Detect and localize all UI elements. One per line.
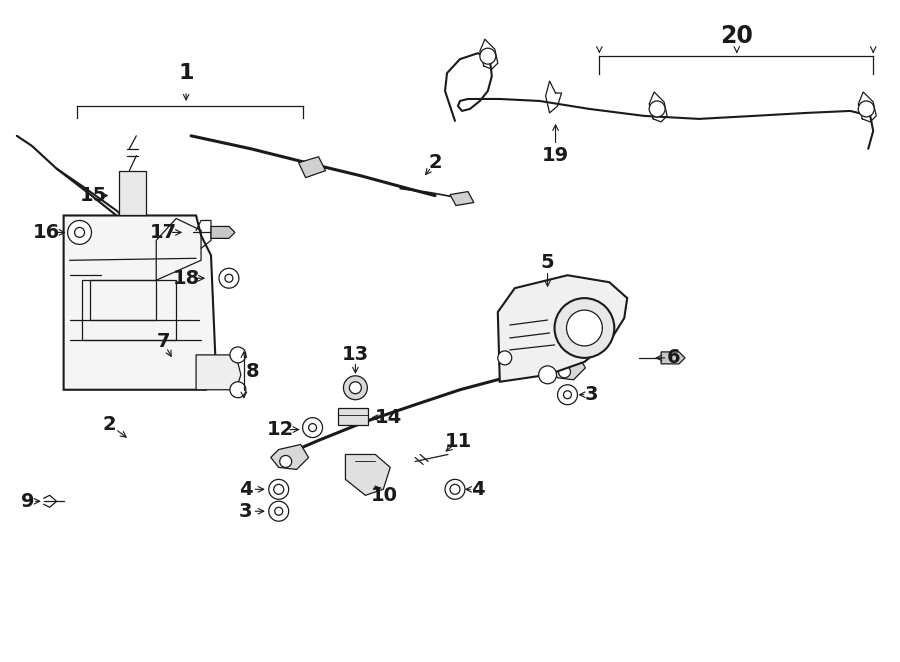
Text: 1: 1 (178, 63, 194, 83)
Text: 3: 3 (585, 385, 598, 404)
Circle shape (554, 298, 615, 358)
Text: 17: 17 (149, 223, 176, 242)
Text: 2: 2 (428, 153, 442, 172)
Text: 4: 4 (239, 480, 253, 499)
Polygon shape (271, 444, 309, 469)
Text: 5: 5 (541, 253, 554, 272)
Text: 4: 4 (471, 480, 485, 499)
Circle shape (230, 347, 246, 363)
Circle shape (559, 366, 571, 378)
Text: 18: 18 (173, 269, 200, 288)
Text: 13: 13 (342, 346, 369, 364)
Circle shape (557, 385, 578, 404)
Polygon shape (346, 455, 391, 495)
Polygon shape (498, 275, 627, 382)
Circle shape (269, 501, 289, 521)
Circle shape (280, 455, 292, 467)
Text: 8: 8 (246, 362, 259, 381)
Circle shape (445, 479, 465, 499)
Circle shape (302, 418, 322, 438)
Polygon shape (196, 355, 241, 390)
Ellipse shape (94, 283, 125, 327)
Polygon shape (120, 171, 147, 216)
Text: 14: 14 (374, 408, 402, 427)
Polygon shape (550, 355, 585, 380)
Text: 9: 9 (21, 492, 34, 511)
Text: 19: 19 (542, 146, 569, 166)
Circle shape (538, 366, 556, 384)
Text: 2: 2 (103, 415, 116, 434)
Circle shape (566, 310, 602, 346)
Text: 7: 7 (157, 332, 170, 352)
Circle shape (859, 101, 874, 117)
Polygon shape (338, 408, 368, 424)
Circle shape (68, 220, 92, 244)
Circle shape (349, 382, 362, 394)
Polygon shape (64, 216, 216, 390)
Circle shape (269, 479, 289, 499)
Text: 6: 6 (667, 348, 681, 367)
Circle shape (649, 101, 665, 117)
Text: 15: 15 (80, 186, 107, 205)
Circle shape (498, 351, 512, 365)
Circle shape (344, 376, 367, 400)
Text: 3: 3 (239, 502, 253, 521)
Circle shape (480, 48, 496, 64)
Polygon shape (662, 352, 685, 364)
Text: 20: 20 (720, 24, 753, 48)
Circle shape (230, 382, 246, 398)
Circle shape (219, 268, 238, 288)
Text: 11: 11 (445, 432, 472, 451)
Text: 10: 10 (371, 486, 398, 505)
Polygon shape (450, 191, 474, 205)
Text: 16: 16 (33, 223, 60, 242)
Polygon shape (141, 226, 163, 246)
Text: 12: 12 (267, 420, 294, 439)
Polygon shape (211, 226, 235, 238)
Polygon shape (299, 157, 326, 177)
